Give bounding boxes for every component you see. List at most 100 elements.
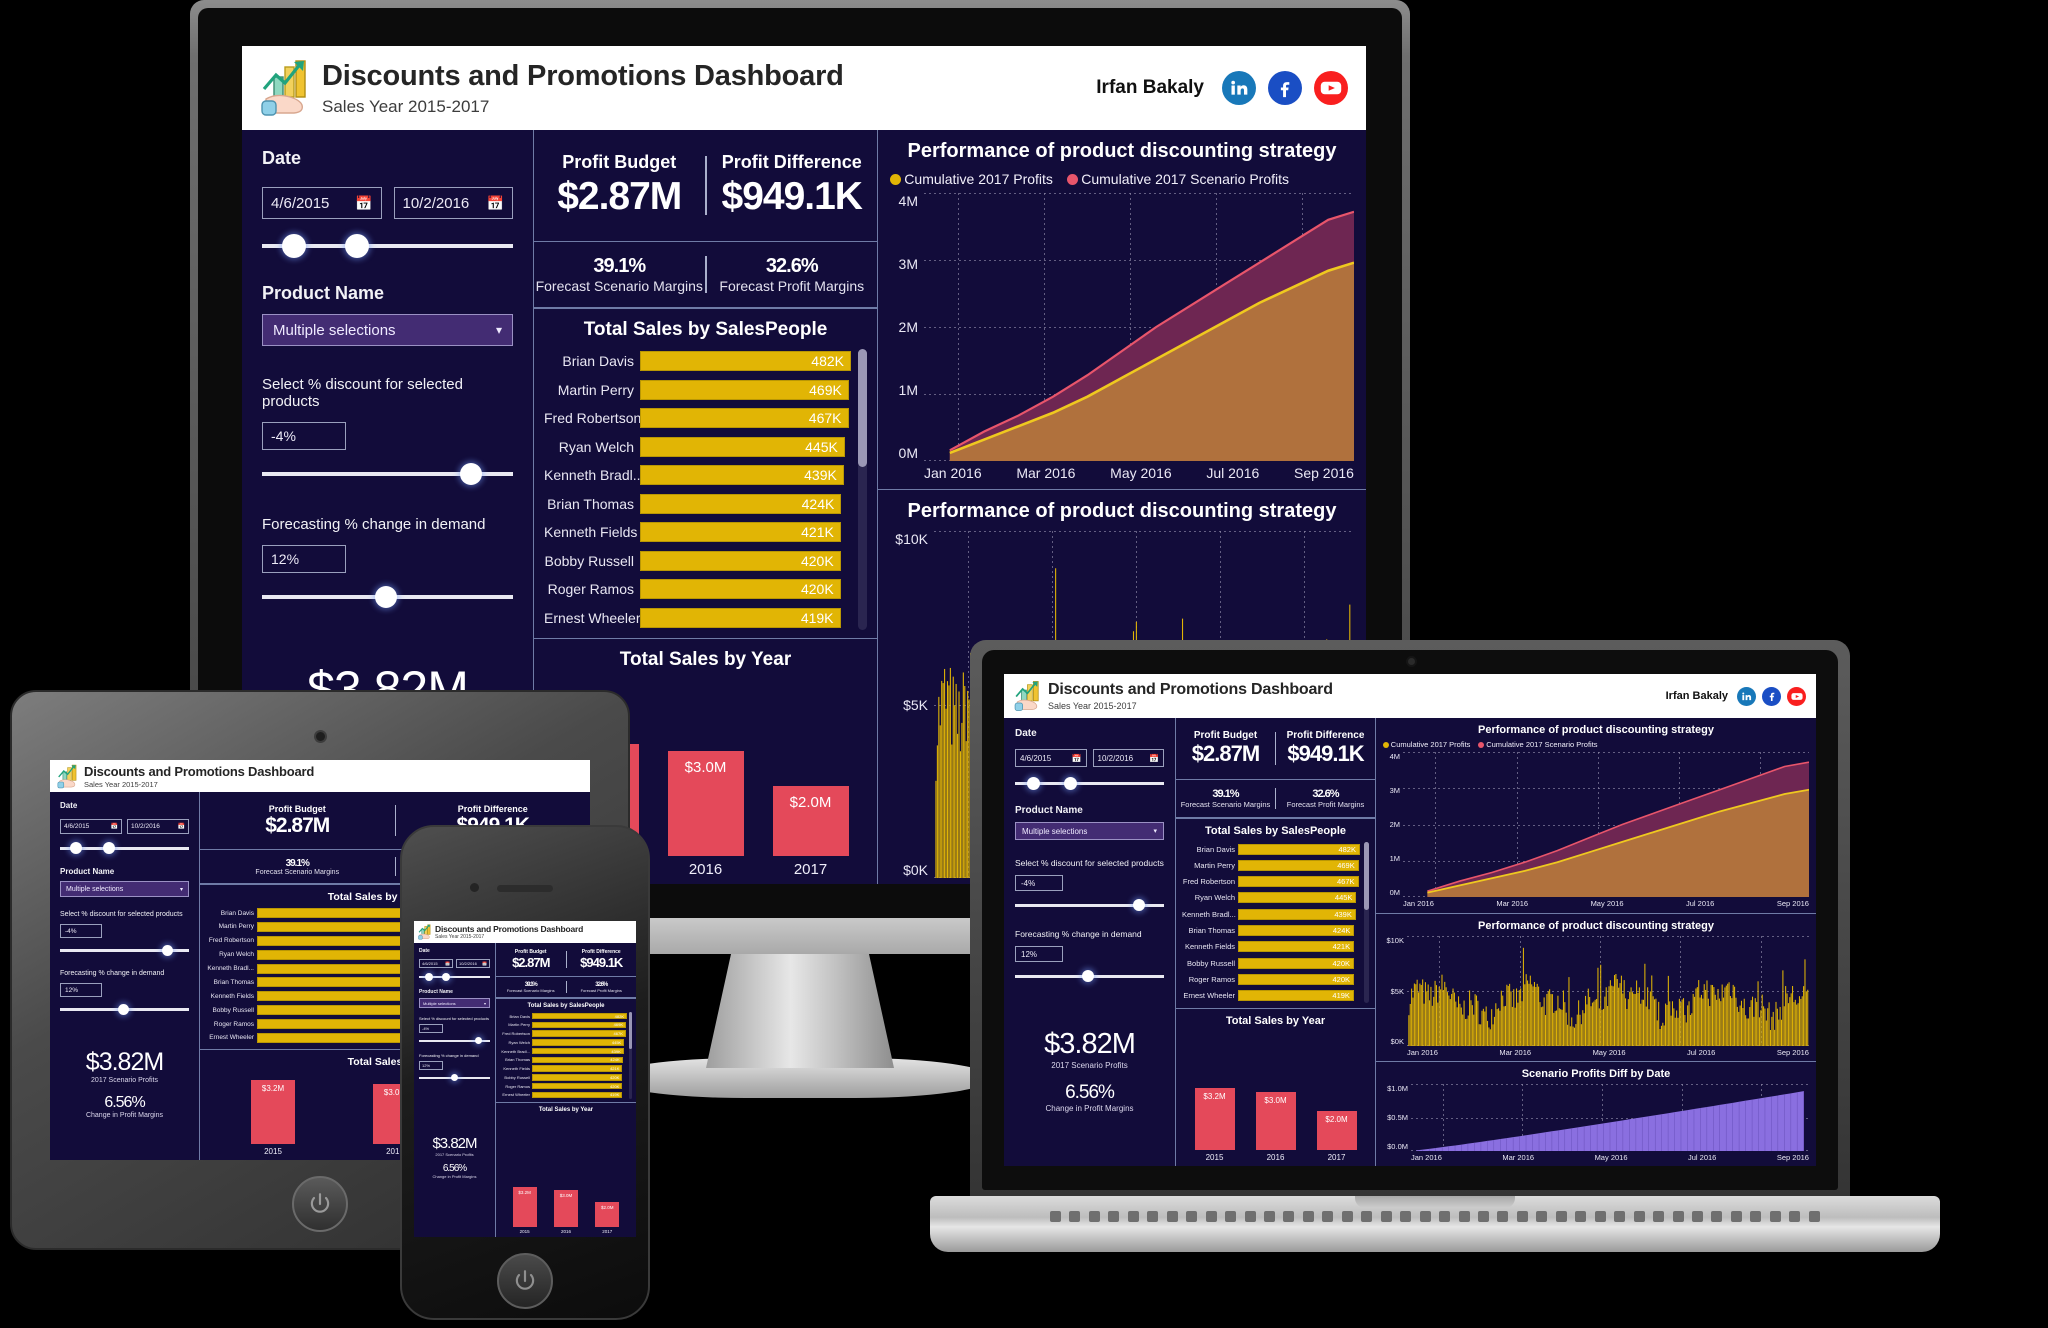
legend-item[interactable]: Cumulative 2017 Profits bbox=[890, 171, 1053, 187]
discount-value-input[interactable]: -4% bbox=[262, 422, 346, 450]
salesperson-bar[interactable]: 421K bbox=[532, 1065, 623, 1072]
salesperson-bar[interactable]: 445K bbox=[640, 436, 845, 457]
salesperson-bar[interactable]: 482K bbox=[640, 351, 851, 371]
date-slider-right-knob[interactable] bbox=[1064, 776, 1078, 790]
date-slider-right-knob[interactable] bbox=[102, 842, 115, 854]
scrollbar-thumb[interactable] bbox=[1364, 842, 1369, 910]
salesperson-bar[interactable]: 467K bbox=[640, 408, 849, 429]
salesperson-bar[interactable]: 420K bbox=[640, 550, 841, 571]
salesperson-row[interactable]: Kenneth Bradl...439K bbox=[500, 1047, 627, 1055]
discount-slider[interactable] bbox=[419, 1036, 490, 1045]
year-bar[interactable]: $3.2M bbox=[251, 1080, 295, 1144]
date-slider-right-knob[interactable] bbox=[442, 973, 451, 981]
salesperson-bar[interactable]: 469K bbox=[640, 379, 849, 400]
salesperson-bar[interactable]: 439K bbox=[532, 1047, 624, 1055]
date-to-input[interactable]: 10/2/2016 📅 bbox=[1092, 749, 1164, 767]
salesperson-row[interactable]: Kenneth Bradl...439K bbox=[1182, 907, 1360, 921]
discount-value-input[interactable]: -4% bbox=[1015, 875, 1063, 891]
year-bar[interactable]: $2.0M bbox=[772, 786, 849, 856]
salesperson-bar[interactable]: 420K bbox=[640, 579, 841, 600]
salesperson-bar[interactable]: 424K bbox=[1238, 925, 1355, 937]
date-range-slider[interactable] bbox=[262, 231, 513, 261]
salesperson-bar[interactable]: 419K bbox=[640, 607, 841, 628]
forecast-value-input[interactable]: 12% bbox=[262, 545, 346, 573]
tablet-home-button[interactable] bbox=[292, 1176, 348, 1232]
forecast-slider-knob[interactable] bbox=[374, 586, 397, 608]
product-name-dropdown[interactable]: Multiple selections ▾ bbox=[419, 998, 490, 1008]
youtube-icon[interactable] bbox=[1787, 686, 1806, 706]
salesperson-row[interactable]: Kenneth Bradl...439K bbox=[544, 463, 851, 487]
salesperson-bar[interactable]: 445K bbox=[1238, 892, 1357, 904]
salesperson-bar[interactable]: 469K bbox=[532, 1021, 627, 1029]
salesperson-bar[interactable]: 482K bbox=[532, 1012, 627, 1020]
salesperson-bar[interactable]: 420K bbox=[532, 1082, 623, 1090]
date-from-input[interactable]: 4/6/2015 📅 bbox=[1015, 749, 1087, 767]
discount-value-input[interactable]: -4% bbox=[419, 1024, 443, 1033]
discount-value-input[interactable]: -4% bbox=[60, 924, 102, 938]
salesperson-bar[interactable]: 445K bbox=[532, 1039, 625, 1046]
year-bar[interactable]: $3.0M bbox=[553, 1189, 578, 1227]
discount-slider[interactable] bbox=[1015, 897, 1164, 913]
product-name-dropdown[interactable]: Multiple selections ▾ bbox=[262, 314, 513, 346]
discount-slider-knob[interactable] bbox=[161, 944, 173, 956]
date-slider-left-knob[interactable] bbox=[282, 234, 307, 258]
year-bar[interactable]: $2.0M bbox=[1316, 1111, 1357, 1150]
forecast-value-input[interactable]: 12% bbox=[1015, 946, 1063, 962]
salespeople-scrollbar[interactable] bbox=[858, 349, 867, 630]
product-name-dropdown[interactable]: Multiple selections ▾ bbox=[1015, 822, 1164, 840]
salesperson-bar[interactable]: 439K bbox=[1238, 908, 1356, 920]
legend-item[interactable]: Cumulative 2017 Scenario Profits bbox=[1066, 171, 1289, 187]
year-bar[interactable]: $2.0M bbox=[595, 1202, 620, 1227]
legend-item[interactable]: Cumulative 2017 Profits bbox=[1383, 740, 1470, 749]
date-range-slider[interactable] bbox=[1015, 774, 1164, 792]
discount-slider-knob[interactable] bbox=[475, 1037, 483, 1044]
date-from-input[interactable]: 4/6/2015 📅 bbox=[60, 819, 122, 834]
forecast-slider-knob[interactable] bbox=[118, 1003, 130, 1015]
salesperson-bar[interactable]: 467K bbox=[532, 1030, 626, 1037]
salesperson-bar[interactable]: 420K bbox=[1238, 957, 1355, 969]
salesperson-bar[interactable]: 467K bbox=[1238, 876, 1359, 888]
youtube-icon[interactable] bbox=[1314, 71, 1348, 105]
year-bar[interactable]: $3.2M bbox=[1194, 1088, 1235, 1150]
date-slider-left-knob[interactable] bbox=[1026, 776, 1040, 790]
discount-slider[interactable] bbox=[262, 460, 513, 488]
forecast-slider[interactable] bbox=[262, 583, 513, 611]
product-name-dropdown[interactable]: Multiple selections ▾ bbox=[60, 881, 189, 897]
salesperson-bar[interactable]: 424K bbox=[640, 493, 842, 514]
discount-slider-knob[interactable] bbox=[1132, 899, 1145, 911]
year-bar[interactable]: $3.0M bbox=[667, 751, 744, 856]
scrollbar-thumb[interactable] bbox=[858, 349, 867, 468]
salesperson-bar[interactable]: 421K bbox=[1238, 941, 1355, 953]
date-to-input[interactable]: 10/2/2016 📅 bbox=[456, 959, 490, 968]
date-range-slider[interactable] bbox=[419, 972, 490, 982]
salesperson-bar[interactable]: 420K bbox=[1238, 974, 1355, 986]
facebook-icon[interactable] bbox=[1762, 686, 1781, 706]
forecast-slider-knob[interactable] bbox=[450, 1074, 458, 1081]
discount-slider-knob[interactable] bbox=[460, 463, 483, 485]
date-slider-left-knob[interactable] bbox=[70, 842, 83, 854]
forecast-slider-knob[interactable] bbox=[1082, 970, 1095, 982]
salesperson-bar[interactable]: 419K bbox=[1238, 990, 1354, 1002]
